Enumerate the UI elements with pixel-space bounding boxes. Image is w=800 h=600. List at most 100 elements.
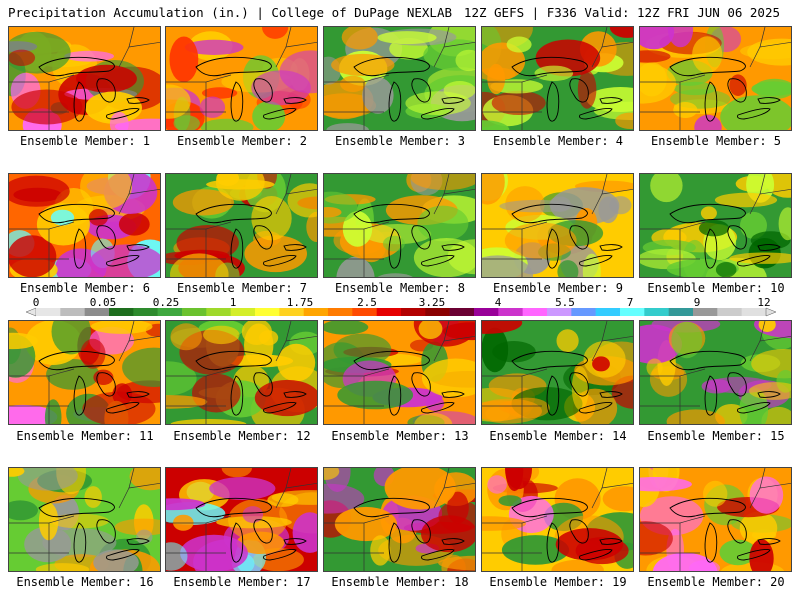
precip-blob <box>749 476 784 514</box>
precip-map-svg <box>482 321 633 424</box>
colorbar-swatch <box>668 308 694 316</box>
colorbar-swatch <box>255 308 280 316</box>
precip-blob <box>166 84 191 119</box>
colorbar-swatch <box>352 308 377 316</box>
lake-outline <box>757 538 781 545</box>
precip-blob <box>640 50 671 63</box>
precip-blob <box>89 244 160 277</box>
state-border <box>601 321 608 342</box>
state-border <box>482 368 548 377</box>
lake-outline <box>263 255 297 267</box>
precip-map-svg <box>324 321 475 424</box>
precip-blob <box>9 468 25 477</box>
lake-outline <box>757 391 781 398</box>
precip-blob <box>203 325 240 345</box>
colorbar-swatch <box>230 308 256 316</box>
ensemble-member-label: Ensemble Member: 13 <box>331 429 469 443</box>
lake-outline <box>579 255 613 267</box>
precip-blob <box>9 175 70 207</box>
state-border <box>128 321 135 342</box>
lake-outline <box>411 225 431 250</box>
precip-blob <box>9 332 38 350</box>
colorbar-tick-label: 2.5 <box>357 296 377 309</box>
lake-outline <box>411 78 431 103</box>
ensemble-member-label: Ensemble Member: 4 <box>492 134 624 148</box>
precip-blob <box>382 235 405 252</box>
colorbar-swatch <box>474 308 499 316</box>
precip-blob <box>482 321 523 334</box>
lake-outline <box>704 522 718 563</box>
precip-blob <box>501 535 570 565</box>
precip-blob <box>166 498 206 511</box>
precip-blob <box>418 321 443 339</box>
lake-outline <box>38 350 115 371</box>
precip-blob <box>729 252 791 264</box>
precip-blob <box>169 36 199 83</box>
precip-blob <box>615 112 633 129</box>
precip-blob <box>557 260 579 277</box>
colorbar-swatch <box>693 308 718 316</box>
lake-outline <box>669 56 746 77</box>
state-border <box>759 321 766 342</box>
precip-map-svg <box>9 468 160 571</box>
state-border <box>128 27 135 48</box>
precip-blob <box>421 515 475 553</box>
ensemble-member-map <box>8 173 161 278</box>
precip-blob <box>410 174 475 191</box>
precip-blob <box>646 358 663 377</box>
precip-blob <box>504 222 577 259</box>
state-border <box>166 221 232 230</box>
precipitation-colorbar: 0 0.05 0.25 1 1.75 2.5 3.25 4 5.5 7 9 12 <box>0 294 800 318</box>
state-border <box>285 468 292 489</box>
precip-blob <box>334 506 397 542</box>
ensemble-member-map <box>639 26 792 131</box>
state-border <box>443 27 450 48</box>
ensemble-member-map <box>323 26 476 131</box>
lake-outline <box>737 255 771 267</box>
chart-title: Precipitation Accumulation (in.) | Colle… <box>8 5 453 20</box>
precip-map-svg <box>482 27 633 130</box>
precip-blob <box>306 211 317 242</box>
precip-blob <box>586 87 633 112</box>
ensemble-member-label: Ensemble Member: 19 <box>489 575 627 589</box>
precip-blob <box>93 549 139 571</box>
precip-blob <box>492 341 536 363</box>
precip-blob <box>209 477 276 500</box>
ensemble-member-label: Ensemble Member: 17 <box>173 575 311 589</box>
colorbar-tick-label: 1 <box>230 296 237 309</box>
state-border <box>9 221 75 230</box>
precip-blob <box>505 468 524 492</box>
precip-blob <box>199 96 226 118</box>
colorbar-tick-label: 9 <box>694 296 701 309</box>
precip-blob <box>82 391 156 424</box>
lake-outline <box>421 549 455 561</box>
precip-blob <box>714 192 778 208</box>
ensemble-member-map <box>323 320 476 425</box>
precip-map-svg <box>166 468 317 571</box>
state-border <box>324 368 390 377</box>
lake-outline <box>669 203 746 224</box>
ensemble-member-map <box>639 320 792 425</box>
lake-outline <box>353 203 430 224</box>
colorbar-svg: 0 0.05 0.25 1 1.75 2.5 3.25 4 5.5 7 9 12 <box>25 296 777 317</box>
ensemble-member-map <box>165 26 318 131</box>
state-border <box>482 515 548 524</box>
state-border <box>640 221 706 230</box>
state-border <box>166 515 232 524</box>
precip-blob <box>88 209 108 226</box>
state-border <box>9 74 75 83</box>
precip-blob <box>640 63 677 104</box>
lake-outline <box>195 350 272 371</box>
lake-outline <box>106 255 140 267</box>
colorbar-swatch <box>449 308 475 316</box>
lake-outline <box>253 225 273 250</box>
ensemble-member-label: Ensemble Member: 11 <box>16 429 154 443</box>
lake-outline <box>230 81 244 122</box>
precip-blob <box>38 502 59 541</box>
ensemble-member-label: Ensemble Member: 12 <box>173 429 311 443</box>
lake-outline <box>126 391 150 398</box>
precip-blob <box>341 27 378 50</box>
lake-outline <box>263 402 297 414</box>
precip-blob <box>176 225 239 261</box>
precip-map-svg <box>324 468 475 571</box>
